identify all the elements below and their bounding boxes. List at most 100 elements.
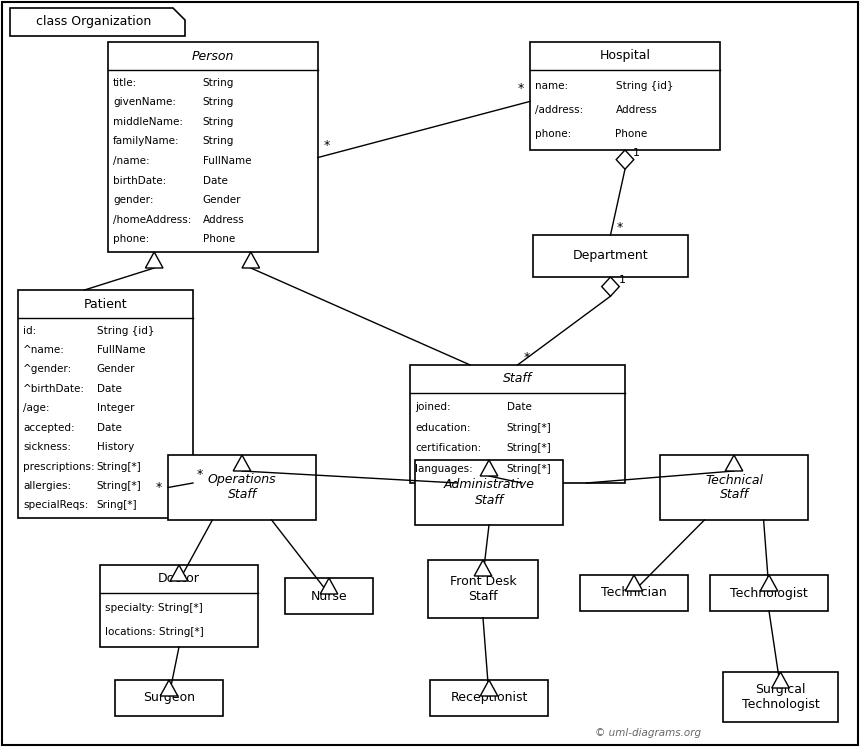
Text: certification:: certification: (415, 444, 482, 453)
Text: String: String (202, 97, 234, 108)
Bar (18, 290, 193, 518)
Text: sickness:: sickness: (23, 442, 71, 452)
Text: phone:: phone: (535, 129, 571, 139)
Text: Phone: Phone (202, 235, 235, 244)
Text: /age:: /age: (23, 403, 50, 413)
Text: 1: 1 (618, 275, 625, 285)
Polygon shape (242, 252, 260, 268)
Bar (530, 42, 720, 150)
Text: Receptionist: Receptionist (451, 692, 528, 704)
Polygon shape (10, 8, 185, 36)
Text: String[*]: String[*] (96, 462, 142, 471)
Text: specialty: String[*]: specialty: String[*] (105, 604, 203, 613)
Text: languages:: languages: (415, 465, 473, 474)
Text: String: String (202, 137, 234, 146)
Text: Nurse: Nurse (310, 589, 347, 603)
Text: Department: Department (573, 249, 648, 262)
Text: Address: Address (202, 214, 244, 225)
Text: Gender: Gender (202, 195, 241, 205)
Text: © uml-diagrams.org: © uml-diagrams.org (595, 728, 701, 738)
Text: String {id}: String {id} (616, 81, 673, 90)
Text: title:: title: (113, 78, 138, 87)
Polygon shape (625, 575, 642, 591)
Polygon shape (474, 560, 492, 576)
Text: String: String (202, 117, 234, 127)
Text: phone:: phone: (113, 235, 150, 244)
Text: String[*]: String[*] (507, 423, 551, 433)
Text: String[*]: String[*] (96, 481, 142, 491)
Text: *: * (156, 482, 163, 495)
Text: Operations
Staff: Operations Staff (207, 474, 276, 501)
Bar (723, 672, 838, 722)
Bar (710, 575, 828, 611)
Text: String[*]: String[*] (507, 465, 551, 474)
Text: Surgical
Technologist: Surgical Technologist (741, 683, 820, 711)
Polygon shape (480, 680, 498, 696)
Bar (168, 455, 316, 520)
Text: Doctor: Doctor (158, 572, 200, 586)
Text: ^name:: ^name: (23, 345, 64, 355)
Text: Administrative
Staff: Administrative Staff (444, 479, 535, 506)
Text: FullName: FullName (96, 345, 145, 355)
Text: *: * (324, 138, 330, 152)
Text: gender:: gender: (113, 195, 153, 205)
Text: Technician: Technician (601, 586, 666, 600)
Polygon shape (233, 455, 251, 471)
Polygon shape (617, 150, 634, 170)
Text: class Organization: class Organization (36, 16, 151, 28)
Bar (100, 565, 258, 647)
Text: *: * (518, 82, 524, 96)
Text: *: * (197, 468, 203, 481)
Text: Patient: Patient (83, 297, 127, 311)
Text: familyName:: familyName: (113, 137, 180, 146)
Bar (115, 680, 223, 716)
Text: Hospital: Hospital (599, 49, 650, 63)
Text: Front Desk
Staff: Front Desk Staff (450, 575, 516, 603)
Text: String {id}: String {id} (96, 326, 154, 335)
Text: /homeAddress:: /homeAddress: (113, 214, 192, 225)
Polygon shape (760, 575, 777, 591)
Text: name:: name: (535, 81, 568, 90)
Text: Address: Address (616, 105, 657, 115)
Text: History: History (96, 442, 134, 452)
Text: accepted:: accepted: (23, 423, 75, 433)
Bar (108, 42, 318, 252)
Text: allergies:: allergies: (23, 481, 71, 491)
Polygon shape (771, 672, 789, 688)
Text: /name:: /name: (113, 156, 150, 166)
Text: Person: Person (192, 49, 234, 63)
Text: ^birthDate:: ^birthDate: (23, 384, 85, 394)
Text: Date: Date (96, 423, 121, 433)
Text: Phone: Phone (616, 129, 648, 139)
Bar (415, 460, 563, 525)
Text: Date: Date (96, 384, 121, 394)
Polygon shape (480, 460, 498, 476)
Text: Date: Date (202, 176, 227, 185)
Text: givenName:: givenName: (113, 97, 176, 108)
Polygon shape (320, 578, 338, 594)
Text: locations: String[*]: locations: String[*] (105, 627, 204, 636)
Bar (428, 560, 538, 618)
Text: *: * (617, 221, 623, 234)
Bar (533, 235, 688, 277)
Polygon shape (145, 252, 163, 268)
Text: *: * (524, 351, 530, 364)
Bar (285, 578, 373, 614)
Text: id:: id: (23, 326, 36, 335)
Polygon shape (602, 277, 619, 297)
Text: specialReqs:: specialReqs: (23, 500, 89, 510)
Text: Gender: Gender (96, 365, 135, 374)
Text: birthDate:: birthDate: (113, 176, 166, 185)
Text: String[*]: String[*] (507, 444, 551, 453)
Text: 1: 1 (633, 148, 640, 158)
Text: /address:: /address: (535, 105, 583, 115)
Text: String: String (202, 78, 234, 87)
Text: Staff: Staff (503, 373, 532, 385)
Text: Date: Date (507, 402, 531, 412)
Text: Technologist: Technologist (730, 586, 808, 600)
Text: Surgeon: Surgeon (143, 692, 195, 704)
Text: Technical
Staff: Technical Staff (705, 474, 763, 501)
Text: prescriptions:: prescriptions: (23, 462, 95, 471)
Text: education:: education: (415, 423, 470, 433)
Polygon shape (725, 455, 743, 471)
